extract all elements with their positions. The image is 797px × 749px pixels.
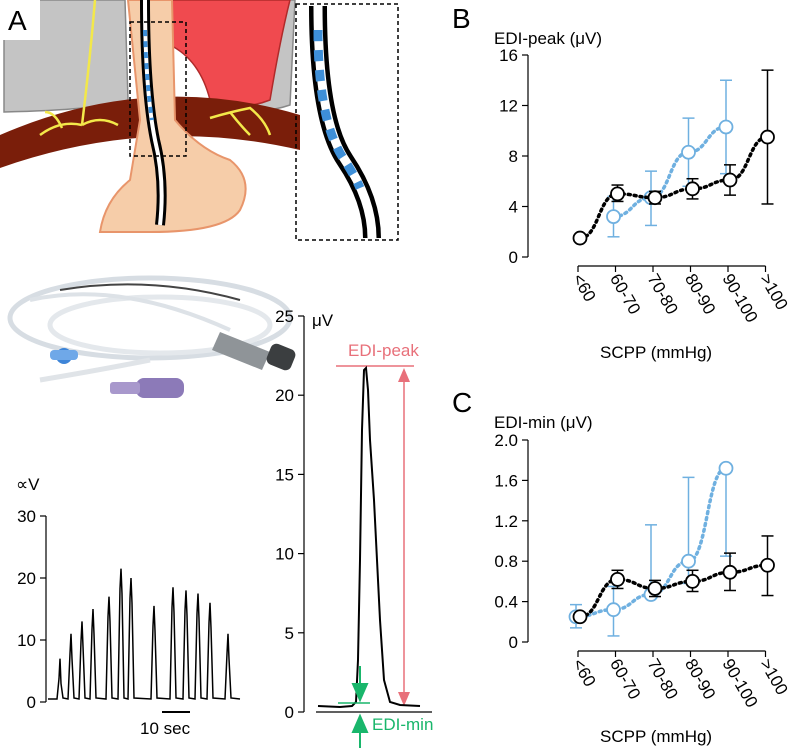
data-point-black [572,609,588,625]
x-tick-label: 80-90 [681,271,719,318]
data-point-blue [718,119,734,135]
y-tick-label: 8 [509,147,518,166]
x-tick-label: >100 [756,271,792,314]
breath-trace-unit: μV [312,311,334,330]
x-tick-label: 70-80 [644,656,682,703]
breath-trace-panel: μV 25 20 15 10 5 0 EDI-peak EDI-min [275,307,433,748]
breath-trace-ytick-label: 5 [285,624,294,643]
edi-min-label: EDI-min [372,715,433,734]
data-point-blue [606,602,621,618]
edi-peak-arrowhead-up [398,368,410,382]
y-tick-label: 2.0 [494,431,518,450]
zoom-box [129,21,187,157]
data-point-blue [681,553,696,569]
x-tick-label: 70-80 [644,271,682,318]
breath-trace-line [317,365,421,709]
anatomy-illustration [0,0,399,241]
data-point-black [685,574,700,589]
panel-letter-b: B [452,3,471,34]
data-point-black [722,564,738,580]
trend-line-blue [611,125,728,219]
edi-min-arrow-up [351,713,369,748]
x-tick-label: 90-100 [719,656,762,711]
y-tick-label: 0 [509,248,518,267]
chart-title: EDI-min (μV) [494,413,593,432]
chart-edi-min: EDI-min (μV) SCPP (mmHg) 0 0.4 0.8 1.2 1.6 2.… [494,413,792,746]
trend-line-black [578,135,770,240]
y-tick-label: 0.4 [494,593,518,612]
data-point-black [647,581,663,596]
raw-trace-line [48,568,241,700]
data-point-black [685,181,700,197]
esophagus [98,0,247,233]
chart-edi-peak: EDI-peak (μV) SCPP (mmHg) 0 4 8 12 16 <60 60-7… [494,29,792,362]
y-tick-label: 0 [509,633,518,652]
data-point-black [760,129,775,145]
breath-trace-ytick-label: 15 [275,465,294,484]
y-tick-label: 1.2 [494,512,518,531]
trend-line-blue [574,466,728,619]
x-tick-label: 60-70 [606,271,644,318]
data-point-black [760,557,775,573]
catheter-photo [7,275,296,398]
y-tick-label: 1.6 [494,471,518,490]
y-tick-label: 0.8 [494,552,518,571]
breath-trace-ytick-label: 0 [285,703,294,722]
raw-trace-panel: ∝V 30 20 10 0 10 sec [16,475,241,738]
edi-min-arrow-down [351,666,369,703]
x-tick-label: 80-90 [681,656,719,703]
raw-trace-ytick-label: 0 [27,693,36,712]
data-point-black [572,230,588,246]
raw-trace-ytick-label: 20 [17,569,36,588]
raw-trace-ytick-label: 10 [17,631,36,650]
data-point-black [610,186,625,202]
data-point-black [647,190,663,206]
purple-connector [136,378,184,398]
zoom-inset-box [295,3,399,241]
x-tick-label: 60-70 [606,656,644,703]
nerve [39,0,272,137]
x-tick-label: >100 [756,656,792,699]
catheter-zoomed [309,5,381,239]
edi-peak-arrowhead-down [398,692,410,706]
chart-title: EDI-peak (μV) [494,29,602,48]
x-tick-label: <60 [569,271,600,305]
data-point-blue [606,209,621,225]
raw-trace-unit: ∝V [16,475,40,494]
edi-peak-label: EDI-peak [348,341,419,360]
y-tick-label: 4 [509,198,518,217]
data-point-black [722,172,738,188]
scale-bar-label: 10 sec [140,719,191,738]
breath-trace-ytick-label: 20 [275,386,294,405]
y-tick-label: 16 [499,46,518,65]
x-tick-label: 90-100 [719,271,762,326]
breath-trace-ytick-label: 10 [275,545,294,564]
x-tick-label: <60 [569,656,600,690]
panel-letter-c: C [452,387,472,418]
data-point-blue [681,144,696,160]
catheter [140,0,167,226]
data-point-blue [718,460,734,476]
raw-trace-ytick-label: 30 [17,507,36,526]
breath-trace-ytick-label: 25 [275,307,294,326]
panel-letter-a: A [8,5,27,36]
data-point-black [610,571,625,587]
y-tick-label: 12 [499,97,518,116]
x-axis-label: SCPP (mmHg) [600,343,712,362]
x-axis-label: SCPP (mmHg) [600,727,712,746]
